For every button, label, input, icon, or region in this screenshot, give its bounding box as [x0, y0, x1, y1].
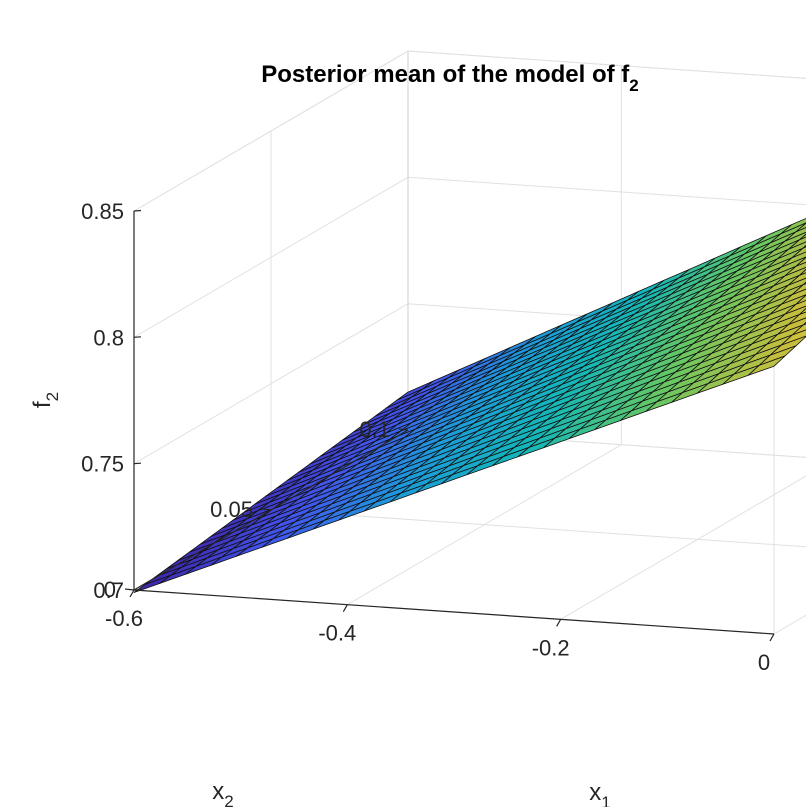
z-tick-mark: [134, 337, 141, 338]
x-tick-mark: [557, 619, 561, 626]
y-tick-label: 0.1: [359, 417, 390, 442]
z-tick-mark: [134, 463, 141, 464]
x-axis-line: [134, 590, 774, 634]
z-axis-label: f2: [29, 392, 62, 408]
z-tick-label: 0.85: [81, 199, 124, 224]
x-tick-label: 0: [758, 650, 770, 675]
chart-title: Posterior mean of the model of f2: [261, 61, 639, 95]
z-tick-mark: [134, 590, 141, 591]
x-tick-label: -0.2: [532, 635, 570, 660]
z-tick-mark: [134, 211, 141, 212]
x-tick-label: -0.6: [105, 606, 143, 631]
grid-line-x: [774, 95, 806, 634]
y-tick-label: 0: [104, 577, 116, 602]
x-tick-mark: [343, 605, 347, 612]
x-tick-label: -0.4: [318, 621, 356, 646]
z-tick-label: 0.75: [81, 452, 124, 477]
x-tick-mark: [130, 590, 134, 597]
x-tick-mark: [770, 634, 774, 641]
y-axis-label: x2: [212, 778, 233, 807]
y-tick-mark: [125, 589, 134, 590]
y-tick-label: 0.05: [210, 497, 253, 522]
x-axis-label: x1: [589, 779, 610, 807]
z-tick-label: 0.8: [93, 325, 124, 350]
